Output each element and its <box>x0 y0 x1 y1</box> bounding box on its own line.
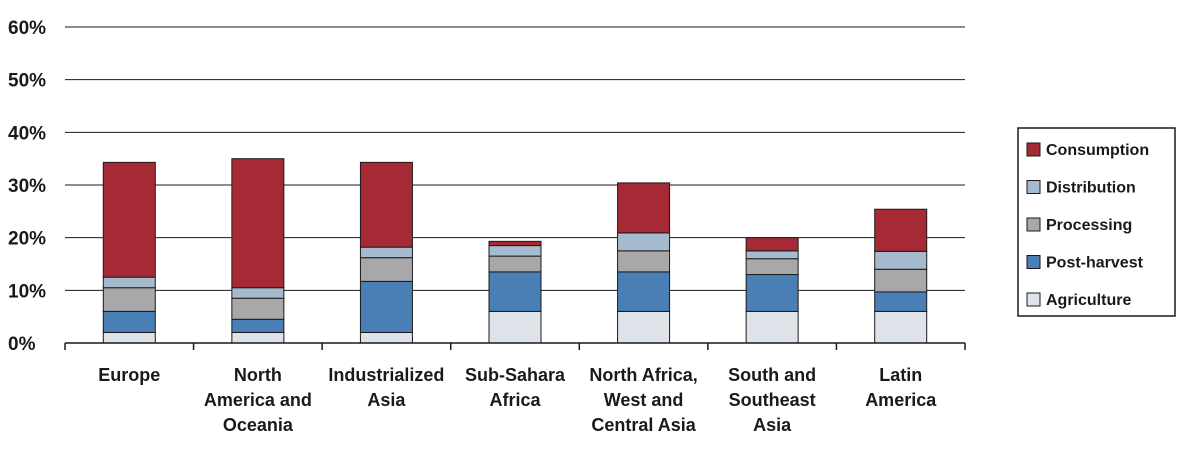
legend-swatch <box>1026 217 1041 232</box>
x-category-label: Sub-Sahara Africa <box>465 365 566 410</box>
x-category-label-line: Asia <box>367 390 406 410</box>
x-category-label: Industrialized Asia <box>328 365 444 410</box>
x-category-label-line: Southeast <box>729 390 816 410</box>
x-category-label-line: Sub-Sahara <box>465 365 566 385</box>
bars <box>102 158 928 344</box>
x-category-label-line: West and <box>604 390 684 410</box>
legend-label: Distribution <box>1046 180 1136 197</box>
bar-segment-distribution <box>617 232 671 252</box>
bar-segment-distribution <box>359 246 413 259</box>
x-category-label-line: Asia <box>753 415 792 435</box>
x-category-label-line: Industrialized <box>328 365 444 385</box>
x-category-label-line: South and <box>728 365 816 385</box>
bar-segment-consumption <box>488 240 542 247</box>
bar-segment-processing <box>745 258 799 276</box>
bar-segment-processing <box>359 257 413 282</box>
bar-segment-agriculture <box>359 331 413 344</box>
y-tick-label: 40% <box>8 123 46 144</box>
x-category-label-line: America and <box>204 390 312 410</box>
bar-segment-distribution <box>102 276 156 289</box>
bar-segment-distribution <box>745 250 799 260</box>
bar-segment-agriculture <box>488 310 542 344</box>
y-tick-label: 20% <box>8 229 46 250</box>
bar-stack <box>102 161 156 344</box>
legend-label: Processing <box>1046 217 1132 234</box>
bar-segment-processing <box>874 268 928 293</box>
x-axis: Europe North America and Oceania Industriali… <box>64 342 966 435</box>
bar-segment-consumption <box>231 158 285 289</box>
y-tick-label: 10% <box>8 281 46 302</box>
bar-stack <box>745 237 799 344</box>
x-category-label: South and Southeast Asia <box>728 365 816 435</box>
bar-segment-post-harvest <box>231 318 285 333</box>
y-tick-label: 0% <box>8 334 36 355</box>
x-category-label-line: Europe <box>98 365 160 385</box>
x-category-label: North Africa, West and Central Asia <box>589 365 697 435</box>
legend: Consumption Distribution Processing Post-ha… <box>1017 127 1176 317</box>
bar-segment-post-harvest <box>617 271 671 312</box>
bar-segment-processing <box>617 250 671 273</box>
bar-segment-agriculture <box>617 310 671 344</box>
legend-label: Consumption <box>1046 142 1149 159</box>
bar-stack <box>488 240 542 344</box>
bar-segment-consumption <box>617 182 671 234</box>
bar-segment-consumption <box>102 161 156 278</box>
bar-segment-consumption <box>874 208 928 252</box>
bar-segment-distribution <box>488 245 542 257</box>
legend-label: Post-harvest <box>1046 255 1144 272</box>
bar-segment-distribution <box>231 287 285 299</box>
bar-segment-post-harvest <box>488 271 542 312</box>
x-category-label-line: North Africa, <box>589 365 697 385</box>
x-category-label: North America and Oceania <box>204 365 312 435</box>
bar-segment-post-harvest <box>102 310 156 333</box>
x-category-label-line: Africa <box>489 390 541 410</box>
bar-segment-consumption <box>745 237 799 252</box>
bar-segment-post-harvest <box>745 274 799 312</box>
bar-stack <box>874 208 928 344</box>
x-category-label-line: Oceania <box>223 415 294 435</box>
bar-segment-agriculture <box>231 331 285 344</box>
x-category-label-line: Latin <box>879 365 922 385</box>
y-tick-label: 60% <box>8 18 46 39</box>
legend-box <box>1017 127 1176 317</box>
bar-segment-post-harvest <box>359 280 413 333</box>
x-category-label-line: America <box>865 390 937 410</box>
bar-segment-agriculture <box>745 310 799 344</box>
bar-segment-agriculture <box>102 331 156 344</box>
bar-segment-consumption <box>359 161 413 248</box>
x-category-label: Latin America <box>865 365 937 410</box>
bar-stack <box>359 161 413 344</box>
legend-label: Agriculture <box>1046 292 1131 309</box>
bar-stack <box>617 182 671 344</box>
bar-segment-agriculture <box>874 310 928 344</box>
y-tick-label: 50% <box>8 71 46 92</box>
bar-segment-distribution <box>874 250 928 270</box>
bar-stack <box>231 158 285 344</box>
x-category-label-line: Central Asia <box>591 415 696 435</box>
gridlines <box>65 26 965 291</box>
bar-segment-processing <box>231 297 285 320</box>
legend-swatch <box>1026 180 1041 194</box>
x-category-label-line: North <box>234 365 282 385</box>
y-tick-label: 30% <box>8 176 46 197</box>
y-axis-ticks: 0% 10% 20% 30% 40% 50% 60% <box>8 18 46 355</box>
legend-swatch <box>1026 255 1041 269</box>
bar-segment-processing <box>488 255 542 273</box>
bar-segment-processing <box>102 287 156 312</box>
bar-segment-post-harvest <box>874 291 928 312</box>
x-category-label: Europe <box>98 365 160 385</box>
legend-swatch <box>1026 292 1041 307</box>
legend-swatch <box>1026 142 1041 157</box>
